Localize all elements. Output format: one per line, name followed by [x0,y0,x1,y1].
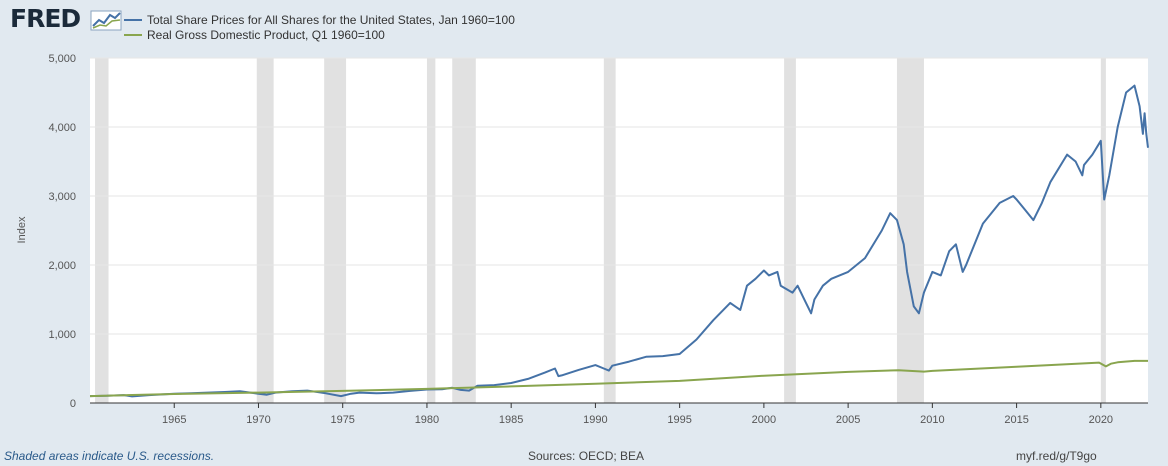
short-link[interactable]: myf.red/g/T9go [1016,449,1097,463]
x-tick-label: 1980 [415,414,439,426]
recession-band [256,58,274,403]
legend-label-real-gdp: Real Gross Domestic Product, Q1 1960=100 [147,27,385,42]
x-tick-label: 2015 [1004,414,1028,426]
y-tick-labels: 0 1,000 2,000 3,000 4,000 5,000 [48,53,76,410]
x-tick-label: 1985 [499,414,523,426]
legend-item-share-prices[interactable]: Total Share Prices for All Shares for th… [124,12,515,27]
legend-label-share-prices: Total Share Prices for All Shares for th… [147,12,515,27]
y-tick-label: 1,000 [48,329,76,341]
x-tick-label: 1965 [162,414,186,426]
y-tick-label: 5,000 [48,53,76,65]
recession-note: Shaded areas indicate U.S. recessions. [4,449,215,463]
legend-swatch-share-prices [124,18,142,21]
recession-band [1100,58,1106,403]
recession-band [426,58,436,403]
x-tick-label: 2000 [752,414,776,426]
x-tick-label: 2005 [836,414,860,426]
x-tick-label: 1975 [330,414,354,426]
recession-band [784,58,796,403]
recession-band [324,58,347,403]
x-tick-label: 1990 [583,414,607,426]
recession-bands [95,58,1106,403]
y-tick-label: 2,000 [48,260,76,272]
chart-line-icon [90,10,122,31]
x-tick-label: 1995 [667,414,691,426]
y-tick-label: 4,000 [48,122,76,134]
x-tick-label: 1970 [246,414,270,426]
y-axis-label: Index [16,216,28,243]
x-tick-label: 2010 [920,414,944,426]
x-tick-labels: 1965 1970 1975 1980 1985 1990 1995 2000 2005 2010… [162,403,1113,426]
series-line-share-prices [89,84,1149,398]
legend-swatch-real-gdp [124,33,142,36]
recession-band [452,58,476,403]
series-lines [89,84,1149,398]
sources-text: Sources: OECD; BEA [528,449,645,463]
y-tick-label: 3,000 [48,191,76,203]
logo-text: FRED [10,4,81,33]
gridlines [90,57,1148,404]
fred-logo[interactable]: FRED [10,4,122,34]
x-tick-label: 2020 [1089,414,1113,426]
recession-band [603,58,616,403]
legend-item-real-gdp[interactable]: Real Gross Domestic Product, Q1 1960=100 [124,27,515,42]
series-line-real-gdp [89,359,1148,398]
recession-band [896,58,924,403]
plot-area [90,58,1148,403]
recession-band [95,58,109,403]
y-tick-label: 0 [70,398,76,410]
chart-legend: Total Share Prices for All Shares for th… [124,12,515,42]
